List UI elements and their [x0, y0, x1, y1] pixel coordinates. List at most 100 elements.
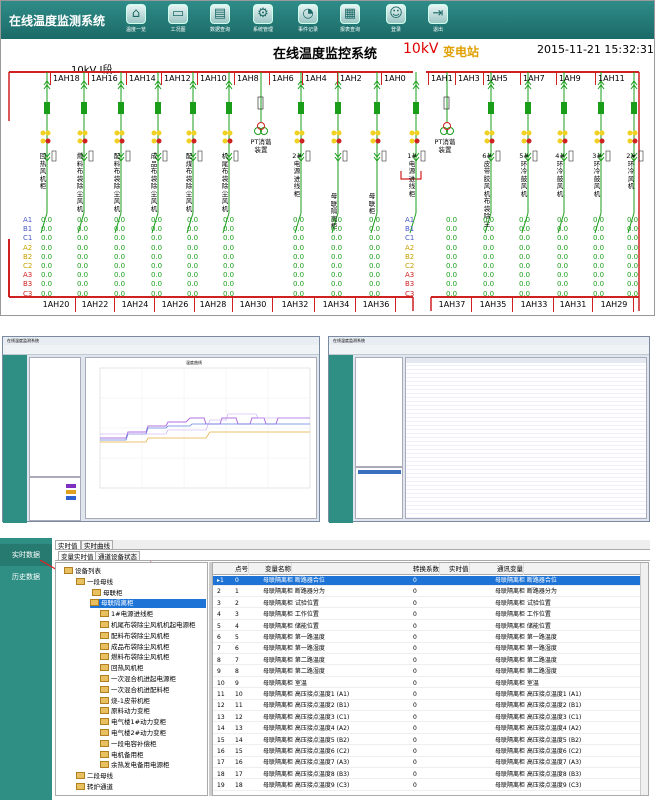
toolbar-button-2[interactable]: ▤ 数据查询 — [203, 3, 237, 37]
tree-node[interactable]: 一次混合机进配料柜 — [100, 685, 170, 695]
cabinet-label-bottom[interactable]: 1AH36 — [362, 300, 390, 309]
tree-node[interactable]: 成品布袋除尘风机柜 — [100, 642, 170, 652]
column-header[interactable]: 点号 — [235, 563, 249, 575]
feeder-switchgear[interactable] — [114, 72, 131, 234]
feeder-switchgear[interactable] — [557, 72, 574, 234]
cabinet-label-bottom[interactable]: 1AH32 — [281, 300, 309, 309]
cabinet-label-bottom[interactable]: 1AH30 — [239, 300, 267, 309]
tree-node[interactable]: 母联隔离柜 — [90, 599, 206, 609]
tree-node[interactable]: 余热发电备用电源柜 — [100, 761, 170, 770]
table-row[interactable]: 18 17 母联隔离柜 高压接点温度8 (B3) 0 母联隔离柜 高压接点温度8 (B3… — [213, 770, 648, 780]
column-header[interactable]: 通讯变量 — [497, 563, 524, 575]
toolbar-button-4[interactable]: ◔ 事件记录 — [291, 3, 325, 37]
cabinet-label-bottom[interactable]: 1AH31 — [559, 300, 587, 309]
feeder-switchgear[interactable] — [521, 72, 538, 234]
tree-node[interactable]: 二段母线 — [76, 772, 113, 781]
pt-device[interactable] — [440, 72, 454, 135]
device-tree[interactable] — [29, 357, 81, 477]
tree-node[interactable]: 一次混合机进起电源柜 — [100, 675, 176, 684]
cabinet-label-top[interactable]: 1AH12 — [164, 74, 191, 83]
cabinet-label-top[interactable]: 1AH2 — [340, 74, 362, 83]
feeder-switchgear[interactable] — [331, 72, 348, 234]
cabinet-label-top[interactable]: 1AH5 — [486, 74, 508, 83]
history-table[interactable] — [405, 357, 647, 519]
cabinet-label-bottom[interactable]: 1AH22 — [81, 300, 109, 309]
tree-node[interactable]: 燃料布袋除尘风机柜 — [100, 653, 170, 662]
tab-realtime-value[interactable]: 实时值 — [55, 540, 81, 550]
cabinet-label-top[interactable]: 1AH7 — [523, 74, 545, 83]
cabinet-label-top[interactable]: 1AH14 — [129, 74, 156, 83]
splitter[interactable] — [209, 562, 212, 796]
cabinet-label-bottom[interactable]: 1AH26 — [161, 300, 189, 309]
table-row[interactable]: 11 10 母联隔离柜 高压接点温度1 (A1) 0 母联隔离柜 高压接点温度1 (A1… — [213, 690, 648, 700]
cabinet-label-top[interactable]: 1AH1 — [431, 74, 453, 83]
feeder-switchgear[interactable] — [151, 72, 168, 234]
toolbar-button-6[interactable]: ☺ 登录 — [379, 3, 413, 37]
feeder-switchgear[interactable] — [40, 72, 57, 234]
cabinet-label-bottom[interactable]: 1AH20 — [42, 300, 70, 309]
cabinet-label-top[interactable]: 1AH0 — [384, 74, 406, 83]
feeder-switchgear[interactable] — [294, 72, 311, 234]
tree-node[interactable]: 回热风机柜 — [100, 664, 144, 673]
feeder-switchgear[interactable] — [594, 72, 611, 234]
column-header[interactable]: 转换系数 — [413, 563, 440, 575]
cabinet-label-bottom[interactable]: 1AH35 — [479, 300, 507, 309]
table-row[interactable]: 13 12 母联隔离柜 高压接点温度3 (C1) 0 母联隔离柜 高压接点温度3 (C1… — [213, 713, 648, 723]
table-row[interactable]: 5 4 母联隔离柜 储能位置 0 母联隔离柜 储能位置 — [213, 622, 648, 632]
table-row[interactable]: 17 16 母联隔离柜 高压接点温度7 (A3) 0 母联隔离柜 高压接点温度7 (A3… — [213, 758, 648, 768]
cabinet-label-top[interactable]: 1AH3 — [458, 74, 480, 83]
column-header[interactable]: 实时值 — [449, 563, 470, 575]
cabinet-label-bottom[interactable]: 1AH34 — [322, 300, 350, 309]
table-row[interactable]: 7 6 母联隔离柜 第一路湿度 0 母联隔离柜 第一路湿度 — [213, 644, 648, 654]
tree-node[interactable]: 设备列表 — [64, 567, 101, 576]
table-row[interactable]: 4 3 母联隔离柜 工作位置 0 母联隔离柜 工作位置 — [213, 610, 648, 620]
toolbar-button-0[interactable]: ⌂ 温度一览 — [119, 3, 153, 37]
cabinet-label-top[interactable]: 1AH18 — [53, 74, 80, 83]
cabinet-label-bottom[interactable]: 1AH33 — [520, 300, 548, 309]
cabinet-label-top[interactable]: 1AH6 — [272, 74, 294, 83]
table-row[interactable]: 10 9 母联隔离柜 室温 0 母联隔离柜 室温 — [213, 679, 648, 689]
table-row[interactable]: 19 18 母联隔离柜 高压接点温度9 (C3) 0 母联隔离柜 高压接点温度9 (C3… — [213, 781, 648, 791]
cabinet-label-top[interactable]: 1AH4 — [305, 74, 327, 83]
toolbar-button-3[interactable]: ⚙ 系统管理 — [246, 3, 280, 37]
cabinet-label-top[interactable]: 1AH11 — [598, 74, 625, 83]
tree-node[interactable]: 配料布袋除尘风机柜 — [100, 631, 170, 641]
nav-history-data[interactable]: 历史数据 — [12, 573, 40, 581]
toolbar-button-7[interactable]: ⇥ 退出 — [421, 3, 455, 37]
tree-node[interactable]: 机尾布袋除尘风机机起电源柜 — [100, 621, 196, 630]
tree-node[interactable]: 电气楼1#动力变柜 — [100, 718, 166, 727]
column-header[interactable]: 变量名称 — [265, 563, 292, 575]
cabinet-label-bottom[interactable]: 1AH29 — [600, 300, 628, 309]
tree-node[interactable]: 电气楼2#动力变柜 — [100, 729, 166, 738]
device-tree[interactable] — [355, 357, 403, 467]
tree-node[interactable]: 母联柜 — [92, 588, 123, 598]
table-row[interactable]: 8 7 母联隔离柜 第二路温度 0 母联隔离柜 第二路温度 — [213, 656, 648, 666]
cabinet-label-bottom[interactable]: 1AH28 — [199, 300, 227, 309]
table-row[interactable]: 9 8 母联隔离柜 第二路湿度 0 母联隔离柜 第二路湿度 — [213, 667, 648, 677]
table-row[interactable]: 12 11 母联隔离柜 高压接点温度2 (B1) 0 母联隔离柜 高压接点温度2 (B1… — [213, 701, 648, 711]
feeder-switchgear[interactable] — [186, 72, 203, 234]
nav-realtime-data[interactable]: 实时数据 — [0, 544, 52, 566]
selection-list[interactable] — [355, 467, 403, 519]
table-row[interactable]: 2 1 母联隔离柜 断路器分为 0 母联隔离柜 断路器分为 — [213, 587, 648, 597]
cabinet-label-top[interactable]: 1AH8 — [237, 74, 259, 83]
tab-variable-realtime[interactable]: 变量实时值 — [58, 551, 97, 561]
tree-node[interactable]: 电机备用柜 — [100, 750, 144, 760]
tab-channel-status[interactable]: 通道设备状态 — [95, 551, 140, 561]
tree-node[interactable]: 烧-1皮带机柜 — [100, 696, 150, 706]
feeder-switchgear[interactable] — [409, 72, 426, 234]
cabinet-label-top[interactable]: 1AH9 — [559, 74, 581, 83]
cabinet-label-top[interactable]: 1AH16 — [91, 74, 118, 83]
toolbar-button-1[interactable]: ▭ 工况图 — [161, 3, 195, 37]
cabinet-label-bottom[interactable]: 1AH24 — [121, 300, 149, 309]
feeder-switchgear[interactable] — [627, 72, 644, 234]
tree-node[interactable]: 转炉通道 — [76, 783, 113, 792]
table-row[interactable]: ▸1 0 母联隔离柜 断路器合位 0 母联隔离柜 断路器合位 — [213, 576, 648, 586]
tree-node[interactable]: 1#电源进线柜 — [100, 610, 153, 619]
feeder-switchgear[interactable] — [484, 72, 501, 234]
table-row[interactable]: 14 13 母联隔离柜 高压接点温度4 (A2) 0 母联隔离柜 高压接点温度4 (A2… — [213, 724, 648, 734]
pt-device[interactable] — [254, 72, 268, 135]
cabinet-label-bottom[interactable]: 1AH37 — [438, 300, 466, 309]
table-row[interactable]: 16 15 母联隔离柜 高压接点温度6 (C2) 0 母联隔离柜 高压接点温度6 (C2… — [213, 747, 648, 757]
tree-node[interactable]: 一段母线 — [76, 577, 113, 587]
